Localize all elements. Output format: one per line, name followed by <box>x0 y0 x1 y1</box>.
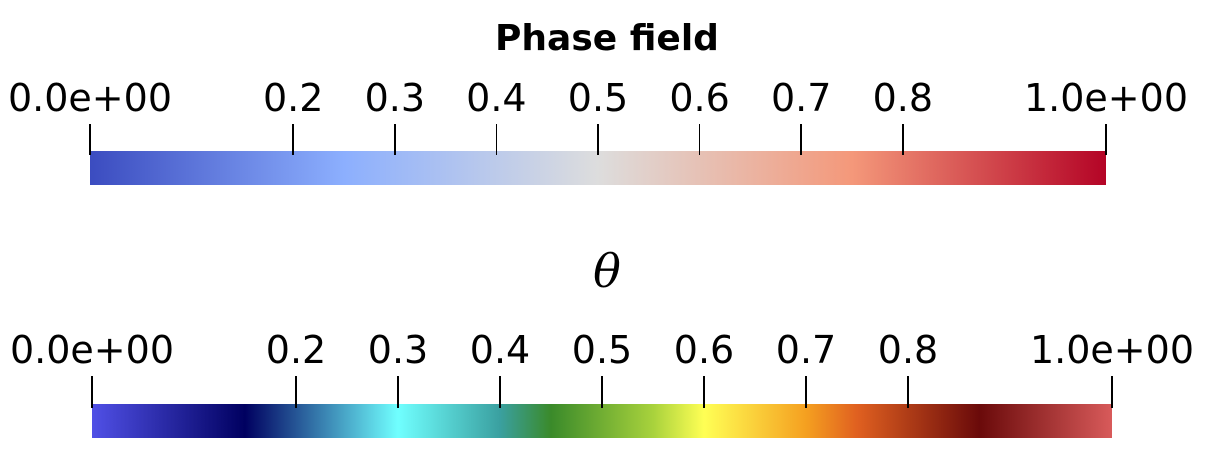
tick-mark <box>601 376 603 408</box>
tick-mark <box>698 124 701 155</box>
tick-label: 1.0e+00 <box>1029 328 1195 372</box>
tick-mark <box>91 376 93 408</box>
tick-label: 0.7 <box>770 76 832 120</box>
tick-mark <box>292 124 294 155</box>
tick-mark <box>295 376 297 408</box>
tick-label: 0.0e+00 <box>9 328 175 372</box>
tick-label: 0.4 <box>469 328 531 372</box>
tick-label: 0.2 <box>262 76 324 120</box>
tick-label: 0.5 <box>567 76 629 120</box>
tick-mark <box>1105 124 1107 155</box>
tick-label: 0.3 <box>364 76 426 120</box>
color-bar <box>92 404 1112 438</box>
tick-mark <box>805 376 807 408</box>
tick-mark <box>800 124 802 155</box>
tick-mark <box>902 124 904 155</box>
tick-label: 1.0e+00 <box>1023 76 1189 120</box>
color-bar <box>90 151 1106 185</box>
tick-label: 0.6 <box>669 76 730 120</box>
tick-label: 0.5 <box>571 328 633 372</box>
tick-label: 0.8 <box>872 76 934 120</box>
tick-label: 0.6 <box>673 328 735 372</box>
tick-mark <box>397 376 399 408</box>
tick-label: 0.8 <box>877 328 939 372</box>
tick-mark <box>499 376 501 408</box>
tick-mark <box>89 124 91 155</box>
tick-mark <box>394 124 396 155</box>
tick-mark <box>1111 376 1113 408</box>
tick-label: 0.2 <box>265 328 327 372</box>
tick-label: 0.4 <box>466 76 527 120</box>
legend-title: θ <box>593 244 621 298</box>
tick-mark <box>597 124 599 155</box>
tick-label: 0.3 <box>367 328 429 372</box>
tick-mark <box>495 124 498 155</box>
tick-mark <box>703 376 705 408</box>
legend-title: Phase field <box>495 18 719 59</box>
tick-mark <box>907 376 909 408</box>
tick-label: 0.7 <box>775 328 837 372</box>
tick-label: 0.0e+00 <box>7 76 173 120</box>
